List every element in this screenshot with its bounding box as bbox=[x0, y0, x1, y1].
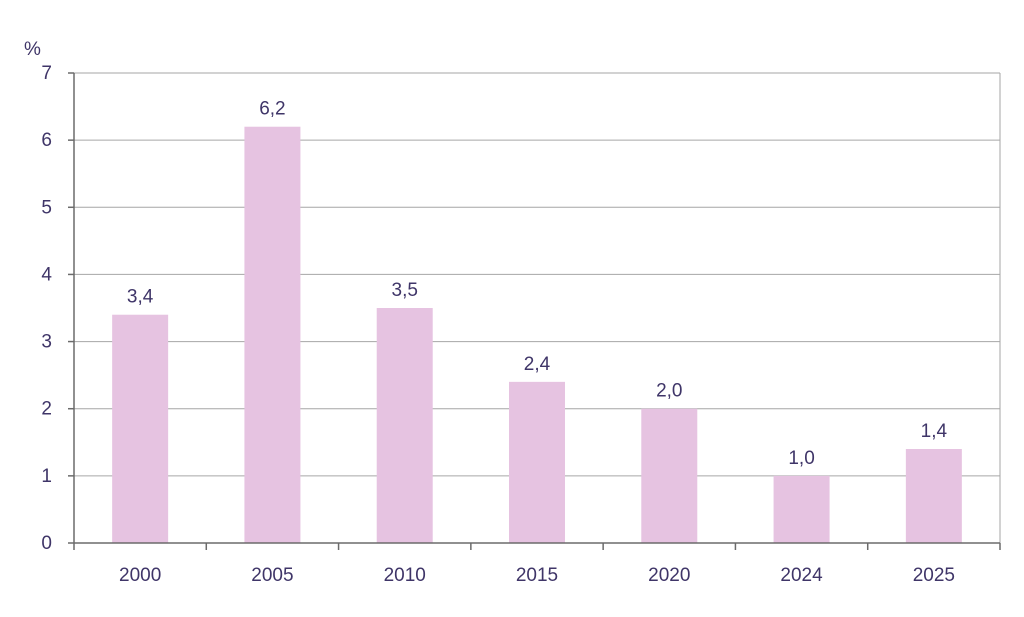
y-tick-label: 1 bbox=[41, 466, 52, 487]
data-label-2000: 3,4 bbox=[127, 287, 154, 308]
x-tick-label: 2000 bbox=[119, 565, 161, 586]
y-tick-label: 2 bbox=[41, 399, 52, 420]
bar-2025 bbox=[905, 449, 962, 543]
data-label-2015: 2,4 bbox=[524, 354, 551, 375]
x-tick-label: 2005 bbox=[251, 565, 293, 586]
bar-2005 bbox=[244, 126, 301, 543]
x-tick-label: 2010 bbox=[384, 565, 426, 586]
labels: 0 1 2 3 4 5 6 7 3,4 2000 6,2 2005 3,5 2010 2,4 2015 2,0 2… bbox=[41, 63, 955, 586]
axes bbox=[68, 72, 1001, 550]
bar-2000 bbox=[112, 314, 169, 543]
y-tick-label: 4 bbox=[41, 264, 52, 285]
x-tick-label: 2015 bbox=[516, 565, 558, 586]
x-tick-label: 2020 bbox=[648, 565, 690, 586]
bar-2024 bbox=[773, 475, 830, 543]
data-label-2024: 1,0 bbox=[788, 448, 814, 469]
y-tick-label: 7 bbox=[41, 63, 52, 84]
data-label-2010: 3,5 bbox=[392, 280, 418, 301]
y-tick-label: 5 bbox=[41, 197, 52, 218]
y-tick-label: 6 bbox=[41, 130, 52, 151]
x-tick-label: 2024 bbox=[780, 565, 823, 586]
data-label-2020: 2,0 bbox=[656, 381, 682, 402]
data-label-2005: 6,2 bbox=[259, 99, 285, 120]
bar-2010 bbox=[376, 308, 433, 543]
data-label-2025: 1,4 bbox=[921, 421, 948, 442]
x-tick-label: 2025 bbox=[913, 565, 955, 586]
bar-2020 bbox=[641, 408, 698, 543]
y-unit-label: % bbox=[24, 39, 41, 60]
bars bbox=[112, 126, 962, 543]
bar-2015 bbox=[509, 381, 565, 543]
y-tick-label: 3 bbox=[41, 332, 52, 353]
gridlines bbox=[74, 72, 1001, 543]
y-tick-label: 0 bbox=[41, 533, 52, 554]
